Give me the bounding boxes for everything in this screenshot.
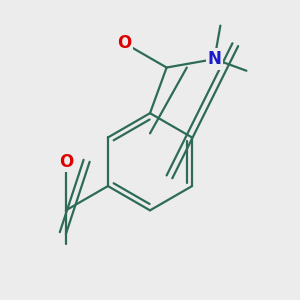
Text: N: N	[208, 50, 221, 68]
Text: O: O	[117, 34, 132, 52]
Text: O: O	[59, 153, 73, 171]
